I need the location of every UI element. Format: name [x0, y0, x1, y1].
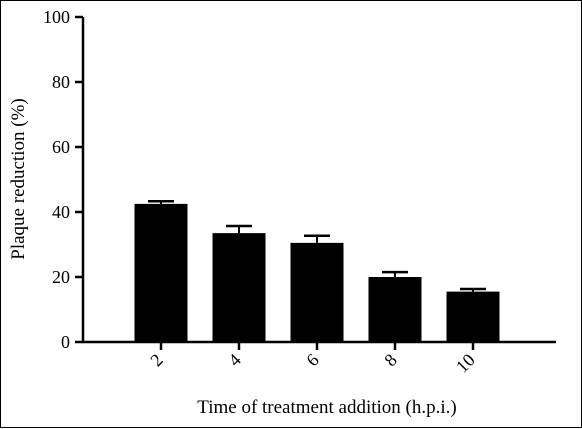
x-tick-label: 6 [302, 350, 323, 371]
x-axis-ticks: 2 4 6 8 10 [146, 342, 479, 377]
x-tick-label: 2 [146, 350, 167, 371]
y-axis-label: Plaque reduction (%) [8, 98, 29, 259]
bar [212, 233, 266, 342]
y-tick-label: 60 [52, 137, 70, 157]
x-tick-label: 8 [380, 350, 401, 371]
x-tick-label: 4 [224, 350, 245, 371]
y-tick-label: 0 [61, 332, 70, 352]
bar [290, 242, 344, 342]
y-tick-label: 20 [52, 267, 70, 287]
bar [446, 291, 500, 342]
y-tick-label: 40 [52, 202, 70, 222]
bars [134, 203, 500, 342]
y-axis-ticks: 0 20 40 60 80 100 [43, 7, 83, 352]
bar [368, 277, 422, 342]
y-tick-label: 80 [52, 72, 70, 92]
bar [134, 203, 188, 342]
error-bars [148, 200, 486, 292]
y-tick-label: 100 [43, 7, 70, 27]
x-axis-label: Time of treatment addition (h.p.i.) [197, 397, 456, 418]
x-tick-label: 10 [452, 350, 479, 377]
